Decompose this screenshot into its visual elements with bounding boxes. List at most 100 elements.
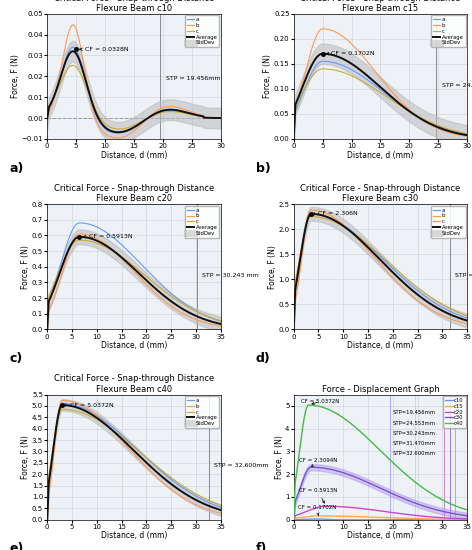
Legend: a, b, c, Average, StdDev: a, b, c, Average, StdDev xyxy=(185,15,219,47)
c30 xyxy=(370,481,375,488)
c40 xyxy=(422,486,428,492)
Text: CF = 0.5913N: CF = 0.5913N xyxy=(299,488,337,503)
c40 xyxy=(322,405,328,411)
Y-axis label: Force, F (N): Force, F (N) xyxy=(21,245,30,289)
Text: c): c) xyxy=(9,352,22,365)
Legend: a, b, c, Average, StdDev: a, b, c, Average, StdDev xyxy=(185,396,219,428)
Legend: a, b, c, Average, StdDev: a, b, c, Average, StdDev xyxy=(431,15,466,47)
Line: c30: c30 xyxy=(294,468,467,520)
Text: CF = 0.1702N: CF = 0.1702N xyxy=(326,51,375,56)
c10 xyxy=(394,516,399,523)
c15 xyxy=(370,514,375,520)
c20 xyxy=(407,512,413,518)
Text: STP = 31.470mm: STP = 31.470mm xyxy=(455,273,472,278)
c15 xyxy=(316,513,321,519)
c30 xyxy=(464,513,470,519)
Y-axis label: Force, F (N): Force, F (N) xyxy=(11,54,20,98)
c15 xyxy=(291,516,296,523)
Text: a): a) xyxy=(9,162,24,174)
c15 xyxy=(422,516,428,522)
Y-axis label: Force, F (N): Force, F (N) xyxy=(263,54,272,98)
c15 xyxy=(394,515,399,521)
c20 xyxy=(394,510,399,516)
c10 xyxy=(370,516,376,523)
Title: Critical Force - Snap-through Distance
Flexure Beam c20: Critical Force - Snap-through Distance F… xyxy=(54,184,214,204)
c15 xyxy=(407,515,413,522)
X-axis label: Distance, d (mm): Distance, d (mm) xyxy=(101,341,167,350)
Line: c20: c20 xyxy=(294,507,467,520)
c40 xyxy=(306,402,312,408)
Legend: c10, c15, c20, c30, c40: c10, c15, c20, c30, c40 xyxy=(443,396,466,428)
Text: STP=24.553mm: STP=24.553mm xyxy=(393,421,436,426)
c40 xyxy=(370,439,375,446)
Line: c40: c40 xyxy=(294,405,467,520)
Text: STP=30.243mm: STP=30.243mm xyxy=(393,431,436,436)
Text: f): f) xyxy=(255,542,267,550)
c15 xyxy=(336,513,341,519)
c10 xyxy=(464,516,470,523)
c10 xyxy=(422,516,428,523)
Text: STP = 32.600mm: STP = 32.600mm xyxy=(214,464,269,469)
Y-axis label: Force, F (N): Force, F (N) xyxy=(275,435,284,479)
c10 xyxy=(291,516,296,523)
Text: STP=31.470mm: STP=31.470mm xyxy=(393,441,436,446)
Title: Critical Force - Snap-through Distance
Flexure Beam c30: Critical Force - Snap-through Distance F… xyxy=(300,184,461,204)
X-axis label: Distance, d (mm): Distance, d (mm) xyxy=(101,151,167,160)
Legend: a, b, c, Average, StdDev: a, b, c, Average, StdDev xyxy=(185,206,219,238)
c15 xyxy=(322,513,328,519)
Text: STP=32.600mm: STP=32.600mm xyxy=(393,452,436,456)
c20 xyxy=(336,503,341,510)
c10 xyxy=(336,516,341,523)
c40 xyxy=(291,516,296,523)
c20 xyxy=(291,516,296,523)
Text: STP = 19.456mm: STP = 19.456mm xyxy=(166,76,220,81)
Text: STP = 30.243 mm: STP = 30.243 mm xyxy=(202,273,259,278)
X-axis label: Distance, d (mm): Distance, d (mm) xyxy=(101,531,167,540)
Text: CF = 2.3094N: CF = 2.3094N xyxy=(299,458,337,467)
Y-axis label: Force, F (N): Force, F (N) xyxy=(268,245,277,289)
Text: b): b) xyxy=(255,162,270,174)
X-axis label: Distance, d (mm): Distance, d (mm) xyxy=(347,531,413,540)
Legend: a, b, c, Average, StdDev: a, b, c, Average, StdDev xyxy=(431,206,466,238)
Text: STP=19.456mm: STP=19.456mm xyxy=(393,410,436,415)
c30 xyxy=(336,468,341,475)
c40 xyxy=(394,463,399,469)
X-axis label: Distance, d (mm): Distance, d (mm) xyxy=(347,341,413,350)
Text: CF = 5.0372N: CF = 5.0372N xyxy=(63,403,113,408)
Text: e): e) xyxy=(9,542,24,550)
c20 xyxy=(321,503,327,510)
c20 xyxy=(464,516,470,522)
c40 xyxy=(464,507,470,513)
c20 xyxy=(370,507,375,513)
Line: c10: c10 xyxy=(294,519,467,520)
c30 xyxy=(407,498,413,504)
Text: CF = 0.1702N: CF = 0.1702N xyxy=(298,505,336,515)
X-axis label: Distance, d (mm): Distance, d (mm) xyxy=(347,151,413,160)
Text: CF = 0.5913N: CF = 0.5913N xyxy=(83,234,133,239)
c20 xyxy=(422,513,428,520)
Title: Force - Displacement Graph: Force - Displacement Graph xyxy=(321,384,439,394)
Text: CF = 0.0328N: CF = 0.0328N xyxy=(79,47,128,52)
c40 xyxy=(336,411,341,418)
c30 xyxy=(322,465,328,471)
Line: c15: c15 xyxy=(294,516,467,520)
c30 xyxy=(308,464,314,471)
c30 xyxy=(422,503,428,510)
Title: Critical Force - Snap-through Distance
Flexure Beam c15: Critical Force - Snap-through Distance F… xyxy=(300,0,461,13)
c10 xyxy=(407,516,413,523)
Text: CF = 2.306N: CF = 2.306N xyxy=(312,211,358,216)
c30 xyxy=(291,516,296,523)
Y-axis label: Force, F (N): Force, F (N) xyxy=(21,435,30,479)
Title: Critical Force - Snap-through Distance
Flexure Beam c40: Critical Force - Snap-through Distance F… xyxy=(54,375,214,394)
Text: CF = 5.0372N: CF = 5.0372N xyxy=(301,399,339,404)
c15 xyxy=(464,516,470,523)
Text: d): d) xyxy=(255,352,270,365)
Text: STP = 24.553mm: STP = 24.553mm xyxy=(441,82,472,87)
c40 xyxy=(407,475,413,481)
c20 xyxy=(323,503,329,510)
c10 xyxy=(322,516,328,522)
c10 xyxy=(313,516,319,522)
c10 xyxy=(352,516,357,523)
Title: Critical Force - Snap-through Distance
Flexure Beam c10: Critical Force - Snap-through Distance F… xyxy=(54,0,214,13)
c30 xyxy=(394,492,399,499)
